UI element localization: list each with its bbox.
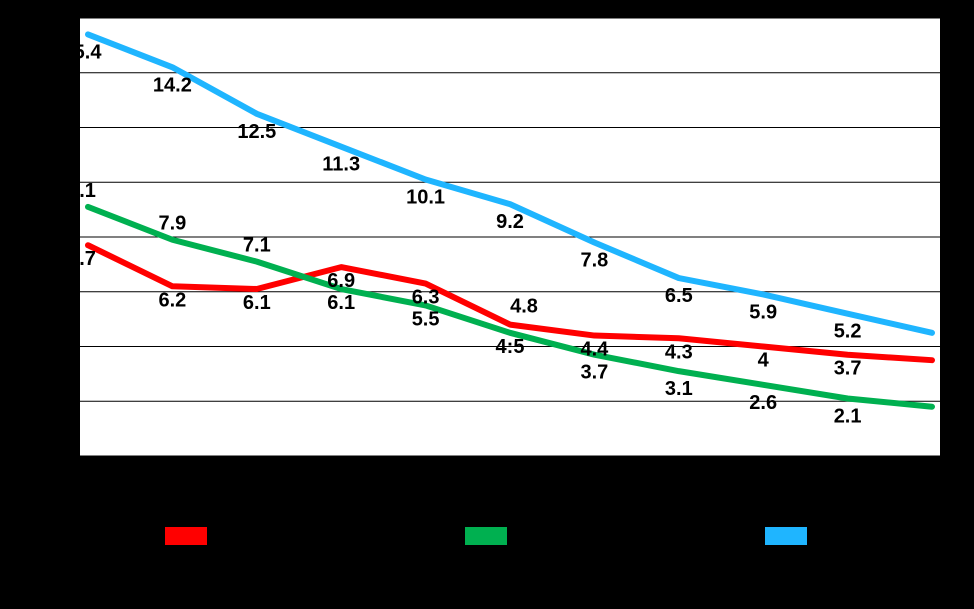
data-label: 7.7 (68, 248, 96, 270)
data-label: 7.9 (158, 213, 186, 235)
data-label: 4 (758, 350, 770, 372)
data-label: 14.2 (153, 74, 192, 96)
data-label: 4.3 (665, 341, 693, 363)
line-chart: 7.76.26.16.96.34.84.44.343.73.59.17.97.1… (0, 0, 974, 609)
data-label: 4:5 (496, 336, 525, 358)
data-label: 6.1 (243, 292, 271, 314)
data-label: 10.1 (406, 187, 445, 209)
data-label: 6.2 (158, 289, 186, 311)
data-label: 3.7 (834, 358, 862, 380)
data-label: 6.3 (412, 287, 440, 309)
legend-swatch (765, 527, 807, 545)
data-label: 2.1 (834, 406, 862, 428)
data-label: 2.6 (749, 392, 777, 414)
data-label: 15.4 (63, 41, 103, 63)
data-label: 5.2 (834, 321, 862, 343)
data-label: 9.1 (68, 180, 96, 202)
data-label: 3.1 (665, 378, 693, 400)
data-label: 1.8 (946, 414, 974, 436)
data-label: 5.5 (412, 308, 440, 330)
data-label: 7.1 (243, 235, 271, 257)
legend-swatch (165, 527, 207, 545)
data-label: 12.5 (237, 121, 276, 143)
data-label: 6.1 (327, 292, 355, 314)
data-label: 6.9 (327, 270, 355, 292)
data-label: 5.9 (749, 301, 777, 323)
data-label: 4.8 (510, 296, 538, 318)
data-label: 3.5 (946, 363, 974, 385)
data-label: 4.5 (946, 340, 974, 362)
data-label: 11.3 (322, 154, 360, 176)
data-label: 6.5 (665, 285, 693, 307)
data-label: 3.7 (580, 362, 608, 384)
data-label: 9.2 (496, 211, 524, 233)
data-label: 7.8 (580, 249, 608, 271)
data-label: 4.4 (580, 339, 609, 361)
legend-swatch (465, 527, 507, 545)
